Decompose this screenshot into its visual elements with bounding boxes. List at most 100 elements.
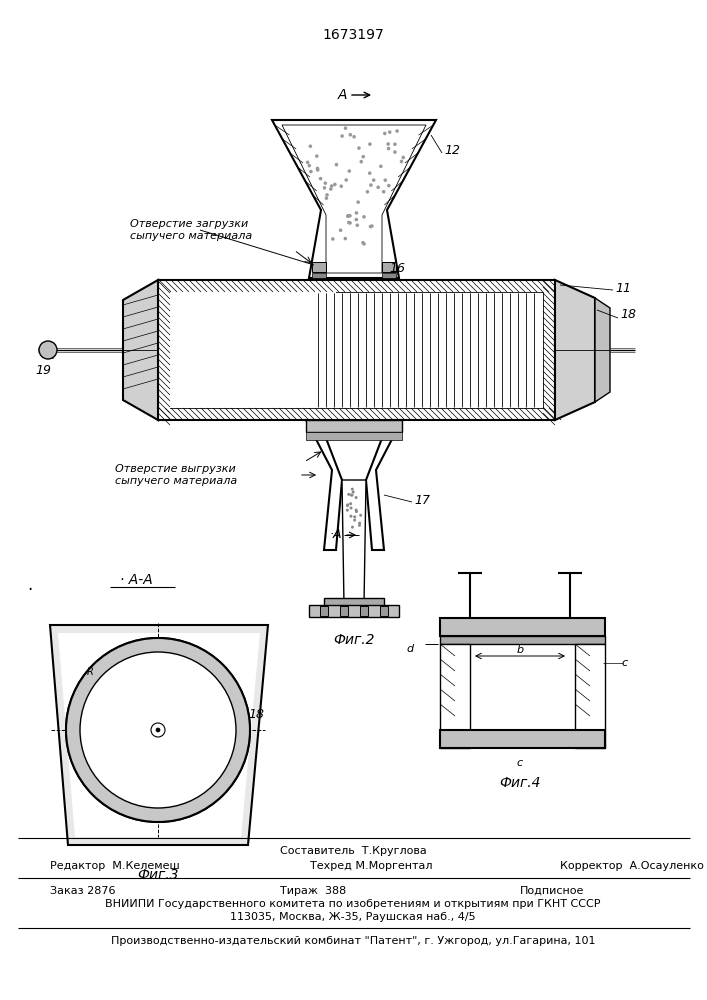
Circle shape [347, 493, 350, 496]
Text: 1673197: 1673197 [322, 28, 384, 42]
Circle shape [355, 509, 358, 512]
Text: Отверстие выгрузки
сыпучего материала: Отверстие выгрузки сыпучего материала [115, 464, 238, 486]
Circle shape [368, 225, 373, 228]
Circle shape [383, 132, 387, 135]
Circle shape [351, 488, 354, 491]
Text: 18: 18 [620, 308, 636, 322]
Text: Отверстие загрузки
сыпучего материала: Отверстие загрузки сыпучего материала [130, 219, 252, 241]
Bar [324, 598, 384, 608]
Bar [306, 432, 402, 440]
Polygon shape [555, 280, 595, 420]
Text: Корректор  А.Осауленко: Корректор А.Осауленко [560, 861, 704, 871]
Circle shape [357, 146, 361, 150]
Bar [440, 636, 605, 644]
Bar [575, 644, 605, 748]
Circle shape [358, 524, 361, 527]
Text: · A-A: · A-A [120, 573, 153, 587]
Circle shape [370, 224, 374, 228]
Circle shape [330, 184, 334, 188]
Circle shape [66, 638, 250, 822]
Text: 12: 12 [444, 143, 460, 156]
Text: A: A [337, 88, 346, 102]
Text: Техред М.Моргентал: Техред М.Моргентал [310, 861, 433, 871]
Circle shape [322, 186, 327, 190]
Circle shape [355, 211, 358, 215]
Circle shape [352, 135, 356, 139]
Circle shape [356, 223, 359, 227]
Bar [380, 606, 388, 616]
Circle shape [305, 161, 310, 164]
Text: Производственно-издательский комбинат "Патент", г. Ужгород, ул.Гагарина, 101: Производственно-издательский комбинат "П… [111, 936, 595, 946]
Circle shape [346, 504, 349, 507]
Bar [320, 606, 328, 616]
Circle shape [356, 200, 360, 204]
Circle shape [379, 165, 382, 168]
Circle shape [316, 168, 320, 172]
Circle shape [386, 142, 390, 146]
Circle shape [309, 170, 312, 173]
Bar [309, 605, 399, 617]
Circle shape [349, 515, 353, 518]
Polygon shape [272, 120, 436, 278]
Circle shape [349, 221, 352, 225]
Circle shape [325, 193, 329, 197]
Circle shape [331, 237, 334, 241]
Circle shape [350, 493, 353, 496]
Circle shape [355, 510, 358, 513]
Bar [306, 420, 402, 432]
Circle shape [156, 728, 160, 732]
Circle shape [347, 221, 351, 224]
Text: 16: 16 [389, 261, 405, 274]
Bar [340, 606, 348, 616]
Circle shape [346, 503, 349, 506]
Circle shape [344, 126, 347, 130]
Text: b: b [516, 645, 524, 655]
Bar [170, 292, 543, 408]
Polygon shape [595, 298, 610, 402]
Text: Подписное: Подписное [520, 886, 585, 896]
Circle shape [329, 187, 333, 191]
Circle shape [362, 215, 366, 219]
Circle shape [382, 190, 385, 194]
Text: R: R [87, 667, 93, 677]
Circle shape [344, 178, 348, 182]
Text: c: c [517, 758, 523, 768]
Circle shape [325, 196, 328, 200]
Text: Фиг.3: Фиг.3 [137, 868, 179, 882]
Circle shape [346, 214, 350, 218]
Bar [440, 644, 470, 748]
Text: 18: 18 [248, 708, 264, 722]
Circle shape [66, 638, 250, 822]
Text: Составитель  Т.Круглова: Составитель Т.Круглова [280, 846, 426, 856]
Circle shape [348, 214, 351, 218]
Circle shape [151, 723, 165, 737]
Circle shape [351, 494, 354, 497]
Circle shape [353, 519, 356, 522]
Circle shape [369, 183, 373, 187]
Bar [440, 618, 605, 636]
Bar [158, 280, 555, 420]
Circle shape [354, 515, 356, 518]
Circle shape [372, 178, 375, 182]
Circle shape [351, 491, 355, 494]
Circle shape [402, 156, 405, 159]
Circle shape [315, 167, 320, 170]
Circle shape [346, 509, 349, 512]
Text: ·A: ·A [329, 528, 342, 542]
Bar [382, 273, 396, 278]
Text: Фиг.2: Фиг.2 [333, 633, 375, 647]
Text: 17: 17 [414, 493, 430, 506]
Circle shape [359, 160, 363, 163]
Circle shape [344, 237, 347, 240]
Circle shape [308, 144, 312, 148]
Circle shape [339, 184, 343, 188]
Circle shape [347, 169, 351, 173]
Text: Фиг.4: Фиг.4 [499, 776, 541, 790]
Text: c: c [622, 658, 628, 668]
Circle shape [387, 147, 390, 150]
Text: 113035, Москва, Ж-35, Раушская наб., 4/5: 113035, Москва, Ж-35, Раушская наб., 4/5 [230, 912, 476, 922]
Polygon shape [50, 625, 268, 845]
Circle shape [333, 183, 337, 186]
Bar [382, 262, 396, 272]
Circle shape [308, 164, 311, 167]
